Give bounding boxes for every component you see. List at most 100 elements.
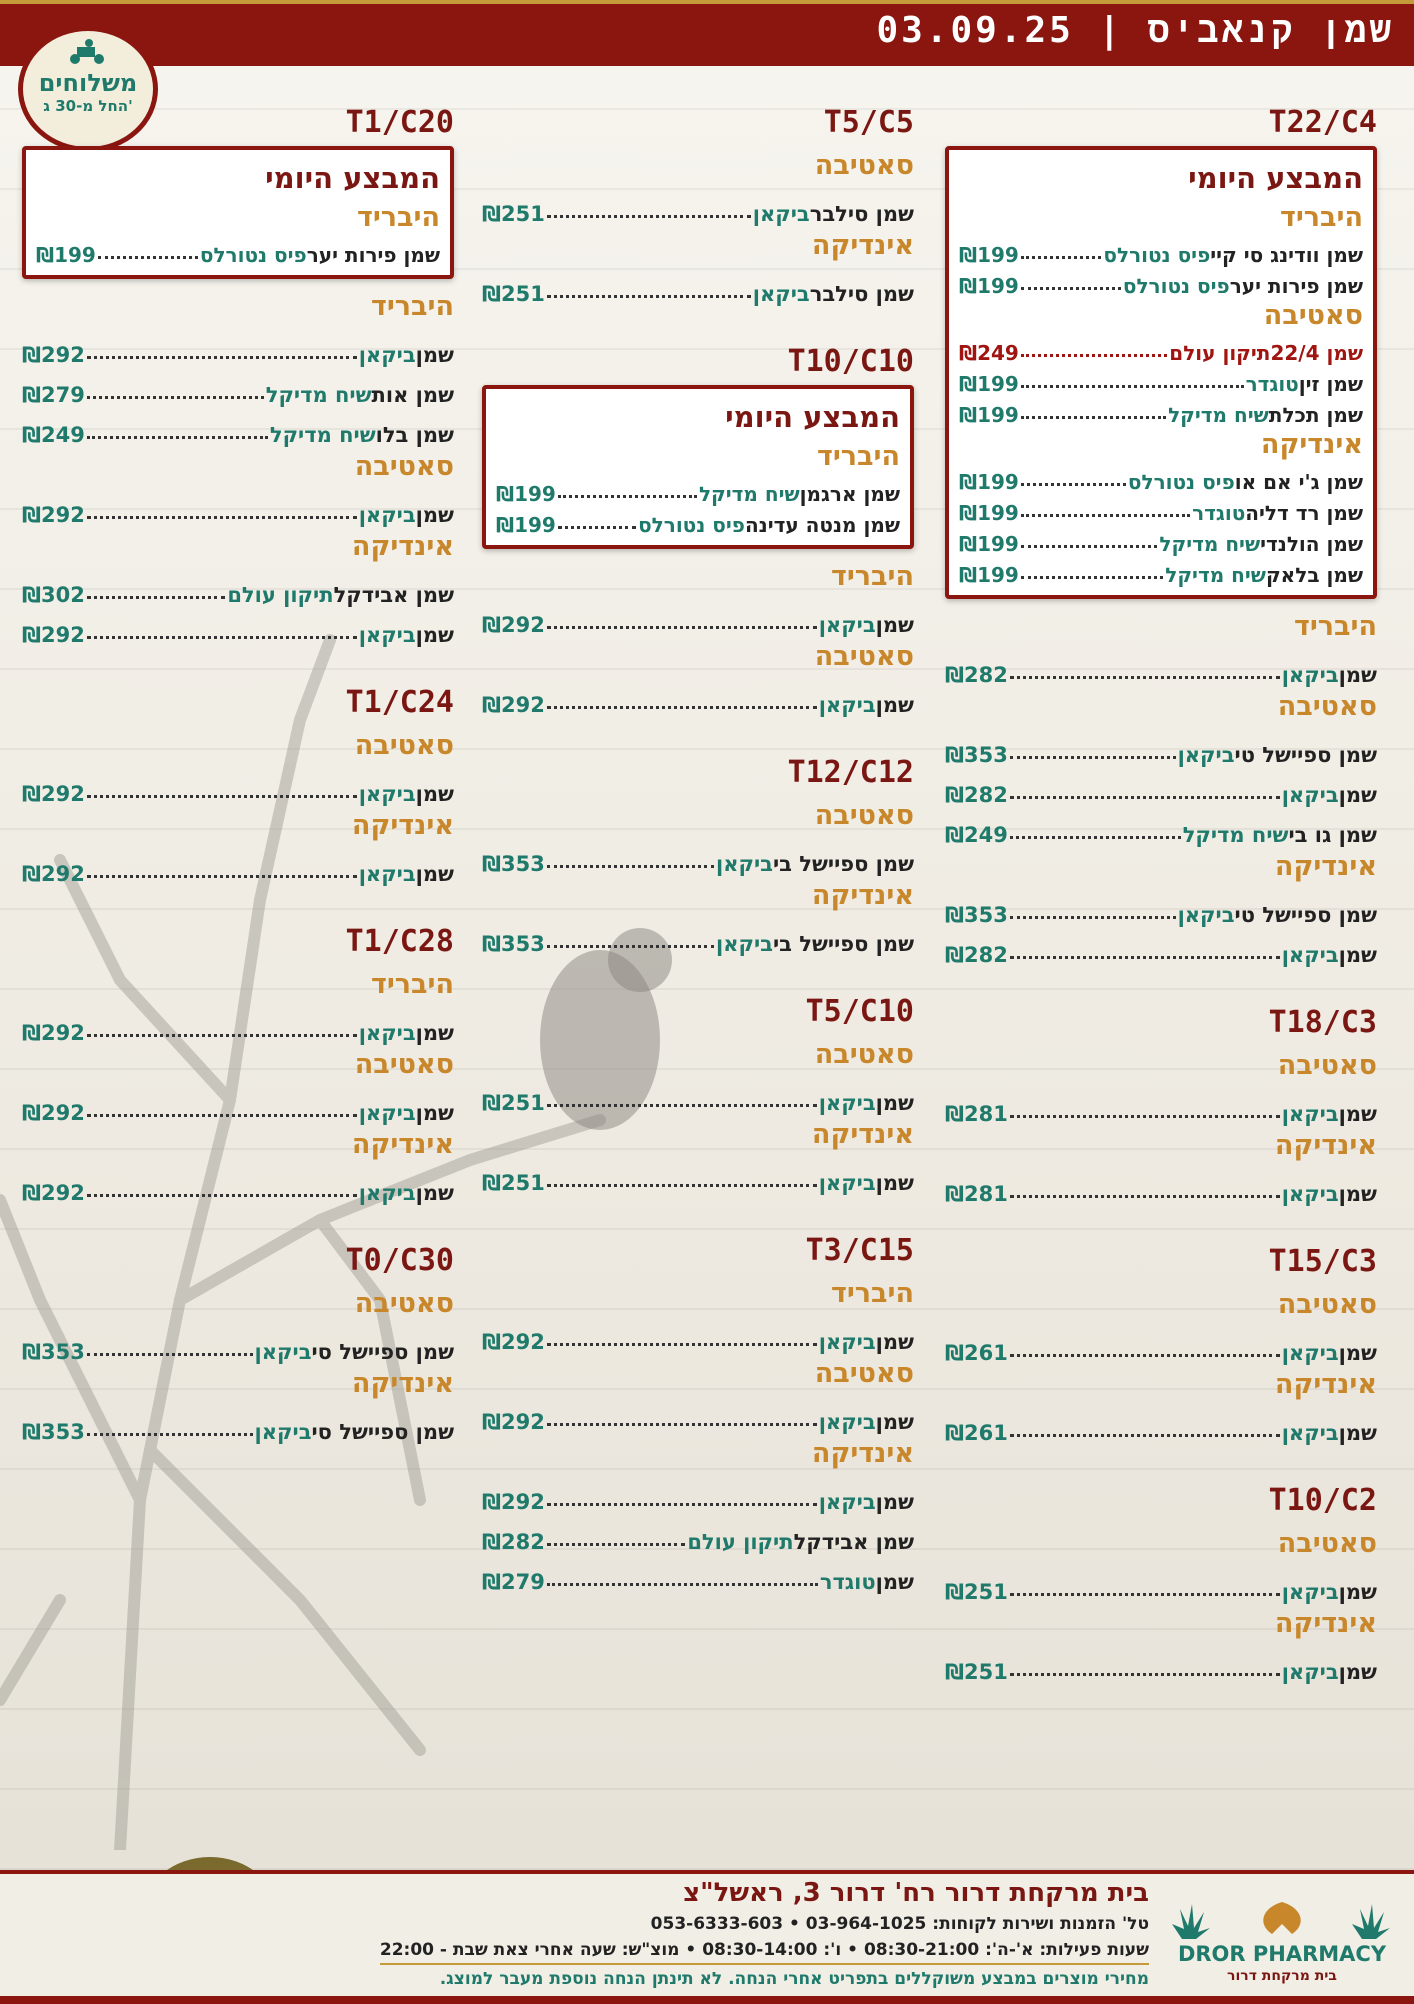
category-label: אינדיקה — [351, 1368, 454, 1399]
dotted-leader — [1009, 676, 1280, 679]
brand-name: ביקאן — [1281, 1102, 1339, 1126]
price-row: שמן אבידקל תיקון עולם ₪282 — [482, 1514, 914, 1554]
product-price: ₪353 — [482, 932, 545, 956]
product-name: שמן — [415, 1021, 454, 1045]
brand-name: שיח מדיקל — [269, 423, 376, 447]
price-row: שמן הולנדי שיח מדיקל ₪199 — [959, 525, 1363, 556]
section-code: T1/C28 — [345, 924, 454, 959]
daily-deal-title: המבצע היומי — [1188, 161, 1363, 195]
product-price: ₪353 — [22, 1420, 85, 1444]
dotted-leader — [1009, 796, 1280, 799]
product-name: שמן — [875, 1171, 914, 1195]
price-row: שמן ספיישל טי ביקאן ₪353 — [945, 887, 1377, 927]
price-row: שמן ביקאן ₪281 — [945, 1086, 1377, 1126]
product-name: שמן — [1338, 663, 1377, 687]
section-code: T15/C3 — [1268, 1244, 1377, 1279]
dotted-leader — [86, 795, 357, 798]
section-code: T1/C20 — [345, 105, 454, 140]
dotted-leader — [1009, 1673, 1280, 1676]
product-price: ₪353 — [945, 903, 1008, 927]
category-label: אינדיקה — [1274, 1369, 1377, 1400]
dotted-leader — [86, 1034, 357, 1037]
product-name: שמן — [1338, 1580, 1377, 1604]
product-name: שמן בלו — [375, 423, 454, 447]
brand-name: ביקאן — [254, 1340, 312, 1364]
dotted-leader — [1020, 483, 1126, 486]
price-row: שמן ספיישל בי ביקאן ₪353 — [482, 836, 914, 876]
section-code: T1/C24 — [345, 685, 454, 720]
product-name: שמן ספיישל בי — [772, 932, 914, 956]
price-row: שמן ביקאן ₪292 — [22, 607, 454, 647]
section-code: T22/C4 — [1268, 105, 1377, 140]
product-price: ₪279 — [482, 1570, 545, 1594]
dotted-leader — [86, 356, 357, 359]
dotted-leader — [86, 875, 357, 878]
price-row: שמן ספיישל טי ביקאן ₪353 — [945, 727, 1377, 767]
dotted-leader — [1020, 385, 1244, 388]
daily-deal-box: המבצע היומי היבריד שמן וודינג סי קיי פיס נ… — [945, 146, 1377, 599]
product-price: ₪249 — [945, 823, 1008, 847]
product-price: ₪292 — [22, 343, 85, 367]
dotted-leader — [1009, 956, 1280, 959]
price-row: שמן זין טוגדר ₪199 — [959, 365, 1363, 396]
product-price: ₪199 — [36, 243, 96, 267]
product-name: שמן ארגמן — [799, 482, 900, 506]
brand-name: פיס נטורלס — [1103, 243, 1211, 267]
product-name: שמן מנטה עדינה — [744, 513, 900, 537]
dotted-leader — [1020, 545, 1158, 548]
category-label: סאטיבה — [354, 1049, 454, 1080]
price-row: שמן ביקאן ₪251 — [945, 1564, 1377, 1604]
category-label: אינדיקה — [351, 810, 454, 841]
price-row: שמן ביקאן ₪292 — [482, 1394, 914, 1434]
dotted-leader — [1020, 287, 1121, 290]
dotted-leader — [1020, 416, 1167, 419]
price-row: שמן וודינג סי קיי פיס נטורלס ₪199 — [959, 236, 1363, 267]
product-price: ₪292 — [482, 693, 545, 717]
brand-name: שיח מדיקל — [1159, 532, 1261, 556]
product-price: ₪251 — [945, 1580, 1008, 1604]
product-price: ₪261 — [945, 1421, 1008, 1445]
price-row: שמן ספיישל סי ביקאן ₪353 — [22, 1404, 454, 1444]
dotted-leader — [557, 495, 697, 498]
category-label: אינדיקה — [811, 230, 914, 261]
product-name: שמן רד דליה — [1245, 501, 1363, 525]
product-name: שמן — [415, 503, 454, 527]
brand-name: ביקאן — [818, 1490, 876, 1514]
brand-name: שיח מדיקל — [1168, 403, 1269, 427]
category-label: סאטיבה — [814, 1358, 914, 1389]
product-price: ₪282 — [945, 943, 1008, 967]
product-price: ₪251 — [482, 282, 545, 306]
brand-name: תיקון עולם — [1169, 341, 1271, 365]
dotted-leader — [546, 1343, 817, 1346]
product-price: ₪261 — [945, 1341, 1008, 1365]
brand-name: טוגדר — [1192, 501, 1246, 525]
product-name: שמן — [1338, 1182, 1377, 1206]
thc-section: T10/C2 סאטיבה שמן ביקאן ₪251 אינדיקה שמן ביקא… — [945, 1483, 1377, 1684]
dotted-leader — [86, 1114, 357, 1117]
product-price: ₪199 — [959, 470, 1019, 494]
brand-name: תיקון עולם — [687, 1530, 794, 1554]
brand-name: ביקאן — [818, 693, 876, 717]
brand-name: ביקאן — [358, 623, 416, 647]
product-price: ₪282 — [945, 663, 1008, 687]
product-name: שמן סילבר — [809, 282, 914, 306]
price-row: שמן ביקאן ₪251 — [945, 1644, 1377, 1684]
pharmacy-address: בית מרקחת דרור רח' דרור 3, ראשל"צ — [683, 1878, 1149, 1908]
price-row: שמן ספיישל בי ביקאן ₪353 — [482, 916, 914, 956]
price-row: שמן ביקאן ₪292 — [482, 1314, 914, 1354]
price-row: שמן ביקאן ₪261 — [945, 1405, 1377, 1445]
dotted-leader — [1009, 916, 1176, 919]
badge-title: משלוחים — [38, 69, 138, 97]
price-row: שמן ביקאן ₪282 — [945, 767, 1377, 807]
price-row: שמן ביקאן ₪292 — [22, 1005, 454, 1045]
brand-name: שיח מדיקל — [1165, 563, 1266, 587]
section-code: T3/C15 — [805, 1233, 914, 1268]
product-name: שמן — [1338, 943, 1377, 967]
product-name: שמן — [1338, 783, 1377, 807]
daily-deal-title: המבצע היומי — [265, 161, 440, 195]
product-price: ₪251 — [482, 1171, 545, 1195]
product-name: שמן — [875, 1570, 914, 1594]
product-price: ₪279 — [22, 383, 85, 407]
price-row: שמן ביקאן ₪292 — [22, 1085, 454, 1125]
dotted-leader — [1009, 756, 1176, 759]
